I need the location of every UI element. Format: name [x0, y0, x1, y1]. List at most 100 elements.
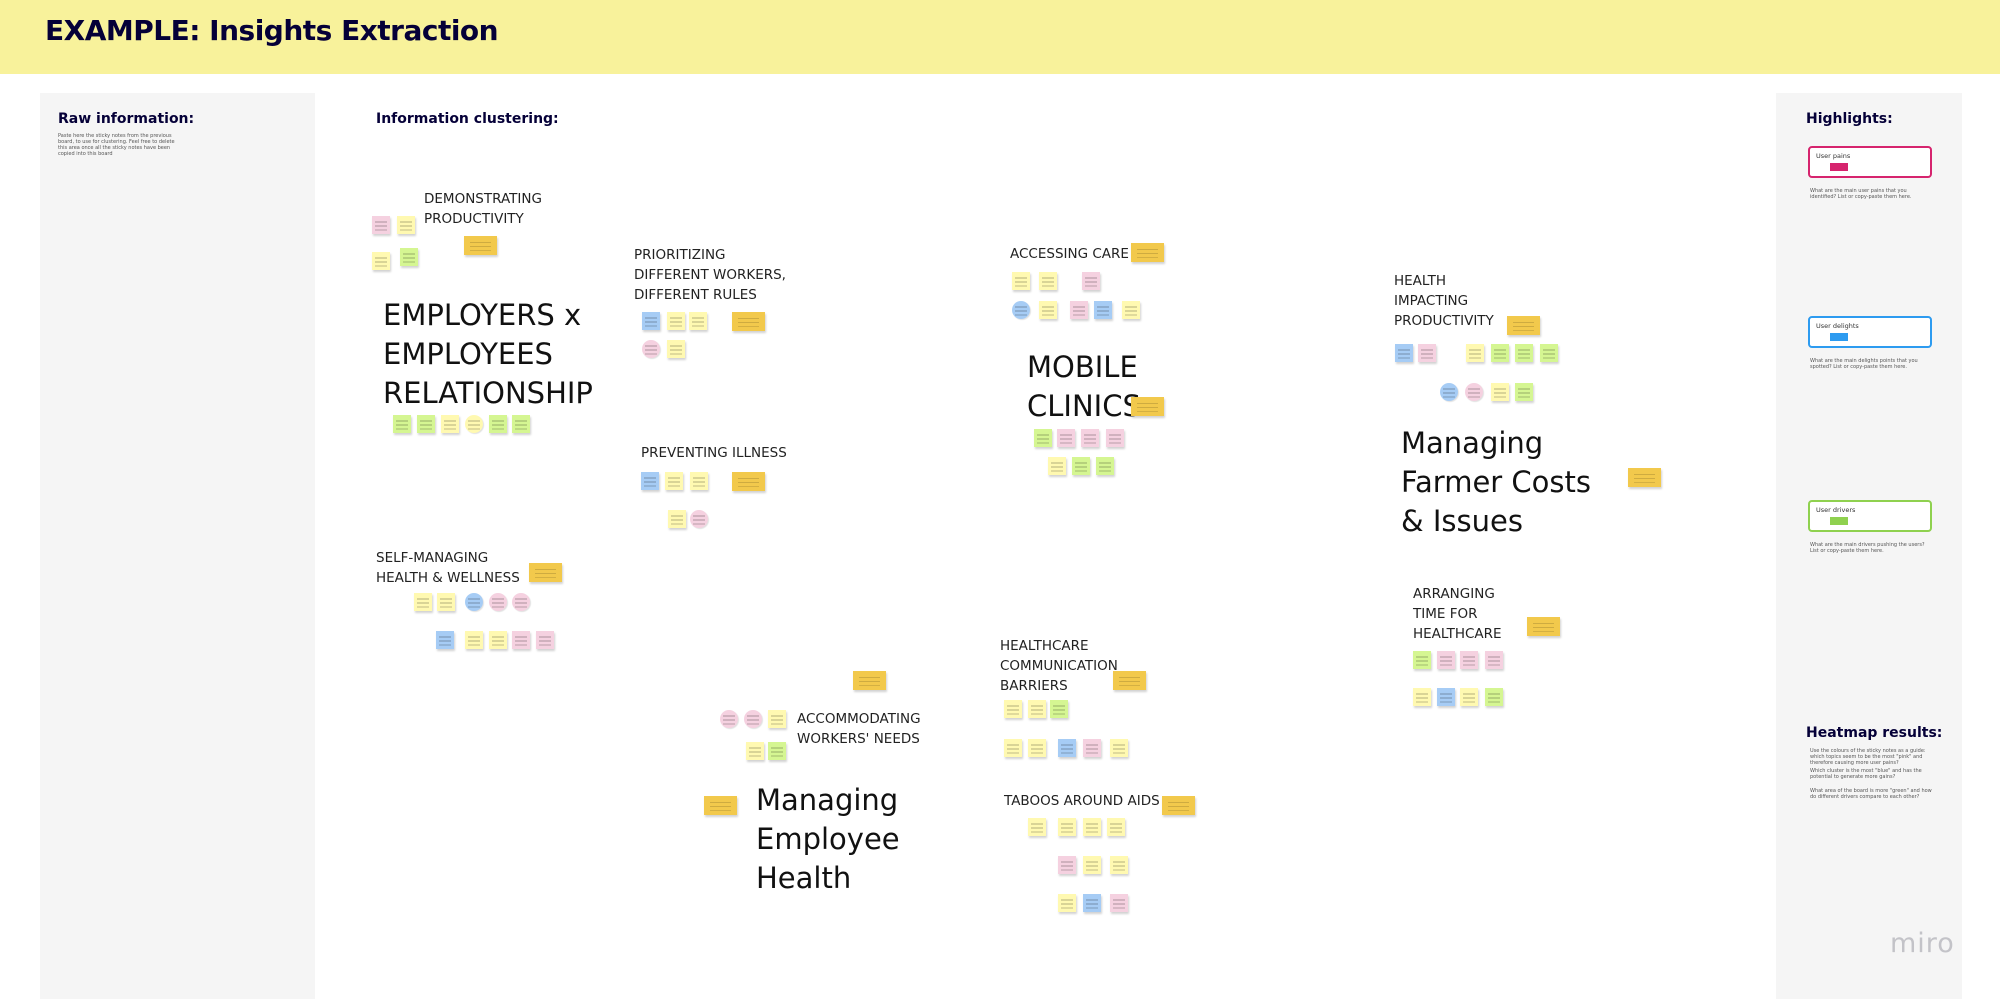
sticky-note[interactable] — [1081, 429, 1099, 447]
sticky-note[interactable] — [768, 710, 786, 728]
sticky-note[interactable] — [1466, 344, 1484, 362]
sticky-note[interactable] — [668, 510, 686, 528]
sticky-note[interactable] — [465, 631, 483, 649]
sticky-note[interactable] — [464, 236, 497, 255]
cluster-title-arranging-time[interactable]: ARRANGING TIME FOR HEALTHCARE — [1413, 586, 1502, 642]
sticky-note[interactable] — [465, 415, 483, 433]
sticky-note[interactable] — [400, 248, 418, 266]
sticky-note[interactable] — [1162, 796, 1195, 815]
sticky-note[interactable] — [1122, 301, 1140, 319]
sticky-note[interactable] — [667, 312, 685, 330]
sticky-note[interactable] — [1072, 457, 1090, 475]
sticky-note[interactable] — [1028, 739, 1046, 757]
sticky-note[interactable] — [1012, 301, 1030, 319]
theme-employers-employees[interactable]: EMPLOYERS x EMPLOYEES RELATIONSHIP — [383, 298, 593, 410]
sticky-note[interactable] — [1113, 671, 1146, 690]
sticky-note[interactable] — [1628, 468, 1661, 487]
sticky-note[interactable] — [465, 593, 483, 611]
sticky-note[interactable] — [1083, 818, 1101, 836]
sticky-note[interactable] — [1110, 739, 1128, 757]
sticky-note[interactable] — [1057, 429, 1075, 447]
sticky-note[interactable] — [1413, 688, 1431, 706]
sticky-note[interactable] — [1507, 316, 1540, 335]
user-pains-card[interactable]: User pains — [1808, 146, 1932, 178]
sticky-note[interactable] — [746, 742, 764, 760]
cluster-title-self-managing-health[interactable]: SELF-MANAGING HEALTH & WELLNESS — [376, 550, 520, 586]
sticky-note[interactable] — [1070, 301, 1088, 319]
sticky-note[interactable] — [1048, 457, 1066, 475]
theme-mobile-clinics[interactable]: MOBILE CLINICS — [1027, 350, 1141, 423]
sticky-note[interactable] — [372, 216, 390, 234]
sticky-note[interactable] — [1413, 651, 1431, 669]
sticky-note[interactable] — [529, 563, 562, 582]
sticky-note[interactable] — [1039, 272, 1057, 290]
sticky-note[interactable] — [1515, 383, 1533, 401]
sticky-note[interactable] — [372, 252, 390, 270]
sticky-note[interactable] — [1491, 344, 1509, 362]
cluster-title-demonstrating-productivity[interactable]: DEMONSTRATING PRODUCTIVITY — [424, 191, 542, 227]
sticky-note[interactable] — [1440, 383, 1458, 401]
sticky-note[interactable] — [1034, 429, 1052, 447]
sticky-note[interactable] — [1437, 651, 1455, 669]
sticky-note[interactable] — [1028, 818, 1046, 836]
sticky-note[interactable] — [1110, 894, 1128, 912]
sticky-note[interactable] — [690, 472, 708, 490]
sticky-note[interactable] — [1050, 700, 1068, 718]
sticky-note[interactable] — [720, 710, 738, 728]
sticky-note[interactable] — [1028, 700, 1046, 718]
user-drivers-card[interactable]: User drivers — [1808, 500, 1932, 532]
theme-employee-health[interactable]: Managing Employee Health — [756, 783, 900, 895]
sticky-note[interactable] — [1058, 739, 1076, 757]
sticky-note[interactable] — [1110, 856, 1128, 874]
sticky-note[interactable] — [1131, 243, 1164, 262]
sticky-note[interactable] — [1012, 272, 1030, 290]
cluster-title-taboos-aids[interactable]: TABOOS AROUND AIDS — [1004, 793, 1160, 809]
sticky-note[interactable] — [744, 710, 762, 728]
sticky-note[interactable] — [512, 631, 530, 649]
sticky-note[interactable] — [397, 216, 415, 234]
raw-information-panel[interactable]: Raw information: Paste here the sticky n… — [40, 93, 315, 999]
sticky-note[interactable] — [1004, 700, 1022, 718]
sticky-note[interactable] — [441, 415, 459, 433]
sticky-note[interactable] — [1418, 344, 1436, 362]
sticky-note[interactable] — [1106, 429, 1124, 447]
sticky-note[interactable] — [1540, 344, 1558, 362]
sticky-note[interactable] — [1039, 301, 1057, 319]
cluster-title-preventing-illness[interactable]: PREVENTING ILLNESS — [641, 445, 787, 461]
sticky-note[interactable] — [536, 631, 554, 649]
sticky-note[interactable] — [1131, 397, 1164, 416]
sticky-note[interactable] — [1465, 383, 1483, 401]
sticky-note[interactable] — [689, 312, 707, 330]
sticky-note[interactable] — [641, 472, 659, 490]
sticky-note[interactable] — [704, 796, 737, 815]
cluster-title-health-impacting-productivity[interactable]: HEALTH IMPACTING PRODUCTIVITY — [1394, 273, 1494, 329]
sticky-note[interactable] — [1485, 688, 1503, 706]
sticky-note[interactable] — [768, 742, 786, 760]
sticky-note[interactable] — [1527, 617, 1560, 636]
sticky-note[interactable] — [1083, 856, 1101, 874]
sticky-note[interactable] — [1094, 301, 1112, 319]
sticky-note[interactable] — [667, 340, 685, 358]
cluster-title-prioritizing-workers[interactable]: PRIORITIZING DIFFERENT WORKERS, DIFFEREN… — [634, 247, 786, 303]
sticky-note[interactable] — [732, 472, 765, 491]
sticky-note[interactable] — [436, 631, 454, 649]
sticky-note[interactable] — [665, 472, 683, 490]
sticky-note[interactable] — [1082, 272, 1100, 290]
sticky-note[interactable] — [1058, 856, 1076, 874]
sticky-note[interactable] — [1491, 383, 1509, 401]
sticky-note[interactable] — [489, 415, 507, 433]
user-delights-card[interactable]: User delights — [1808, 316, 1932, 348]
sticky-note[interactable] — [853, 671, 886, 690]
sticky-note[interactable] — [1083, 894, 1101, 912]
sticky-note[interactable] — [489, 593, 507, 611]
sticky-note[interactable] — [1107, 818, 1125, 836]
sticky-note[interactable] — [512, 415, 530, 433]
sticky-note[interactable] — [1058, 894, 1076, 912]
sticky-note[interactable] — [642, 340, 660, 358]
cluster-title-communication-barriers[interactable]: HEALTHCARE COMMUNICATION BARRIERS — [1000, 638, 1118, 694]
sticky-note[interactable] — [1515, 344, 1533, 362]
sticky-note[interactable] — [1058, 818, 1076, 836]
theme-farmer-costs[interactable]: Managing Farmer Costs & Issues — [1401, 426, 1592, 538]
sticky-note[interactable] — [512, 593, 530, 611]
sticky-note[interactable] — [642, 312, 660, 330]
